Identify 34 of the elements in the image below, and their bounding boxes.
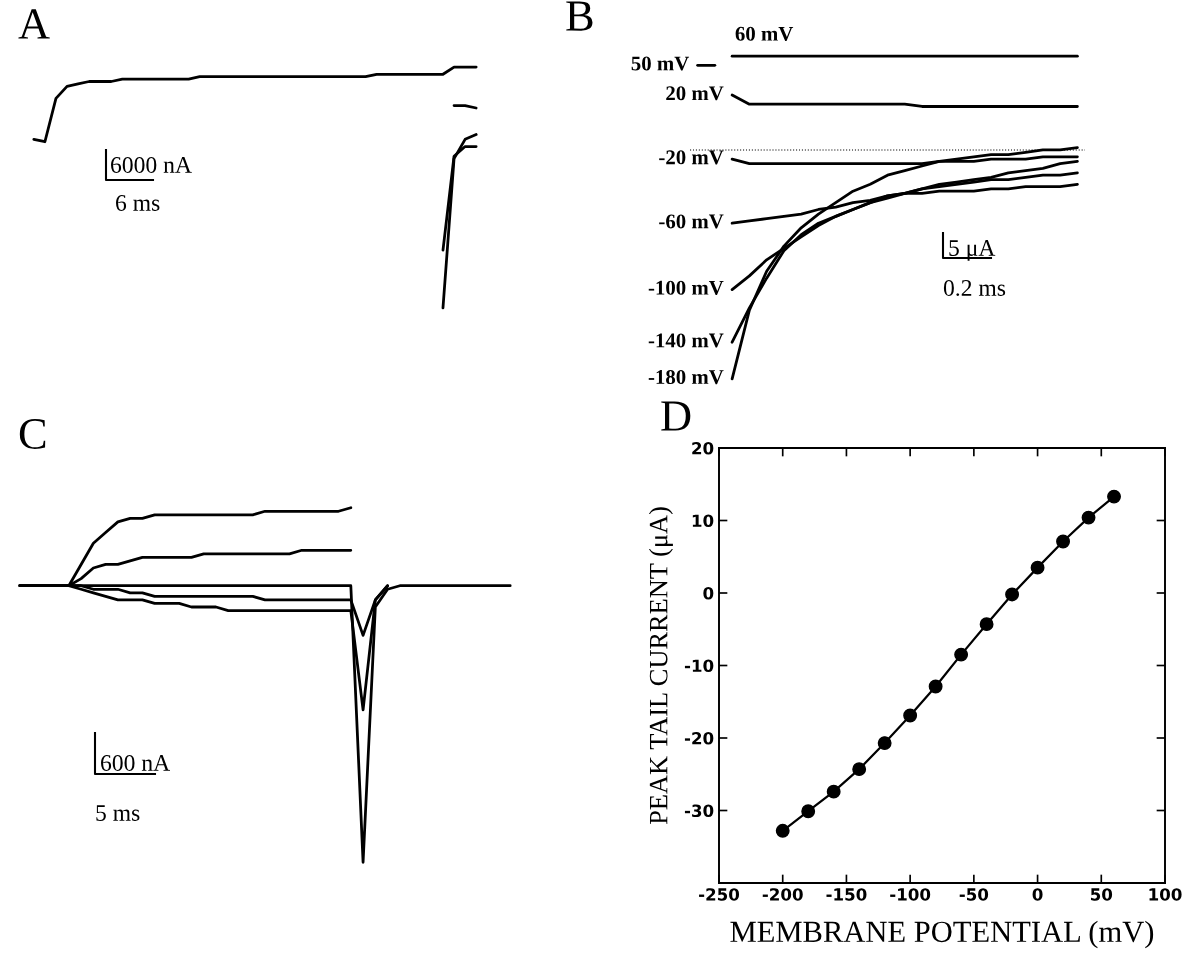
- x-tick-label: -50: [959, 888, 989, 901]
- y-tick-label: -20: [684, 731, 714, 745]
- x-tick-label: -150: [826, 888, 867, 901]
- series-label: -60 mV: [659, 214, 724, 229]
- y-tick-label: -30: [684, 804, 714, 818]
- annotation: 600 nA: [101, 754, 170, 771]
- series-label: 20 mV: [666, 86, 724, 101]
- chart-title: C: [19, 419, 46, 449]
- annotation: 5 ms: [96, 805, 140, 821]
- chart-title: B: [566, 1, 593, 31]
- chart-title: D: [661, 401, 691, 431]
- y-axis-title: PEAK TAIL CURRENT (μA): [648, 507, 673, 825]
- annotation: 6 ms: [116, 195, 160, 211]
- x-tick-label: 50: [1090, 888, 1113, 901]
- annotation: 5 μA: [949, 240, 996, 261]
- x-tick-label: -200: [762, 888, 803, 901]
- x-tick-label: -250: [699, 888, 740, 901]
- y-tick-label: 20: [692, 441, 714, 455]
- annotation: 6000 nA: [111, 156, 192, 173]
- x-axis-title: MEMBRANE POTENTIAL (mV): [730, 920, 1154, 949]
- series-label: 60 mV: [735, 26, 794, 41]
- y-tick-label: 10: [692, 514, 714, 528]
- y-tick-label: -10: [684, 659, 714, 673]
- series-label: -100 mV: [648, 280, 724, 295]
- y-tick-label: 0: [703, 586, 714, 600]
- series-label: -20 mV: [659, 150, 724, 165]
- series-label: -140 mV: [648, 333, 724, 348]
- x-tick-label: -100: [890, 888, 931, 901]
- chart-title: A: [18, 9, 50, 39]
- annotation: 0.2 ms: [943, 279, 1006, 297]
- series-label: -180 mV: [648, 370, 724, 385]
- x-tick-label: 100: [1149, 888, 1182, 901]
- series-label: 50 mV: [631, 56, 690, 71]
- x-tick-label: 0: [1032, 888, 1043, 901]
